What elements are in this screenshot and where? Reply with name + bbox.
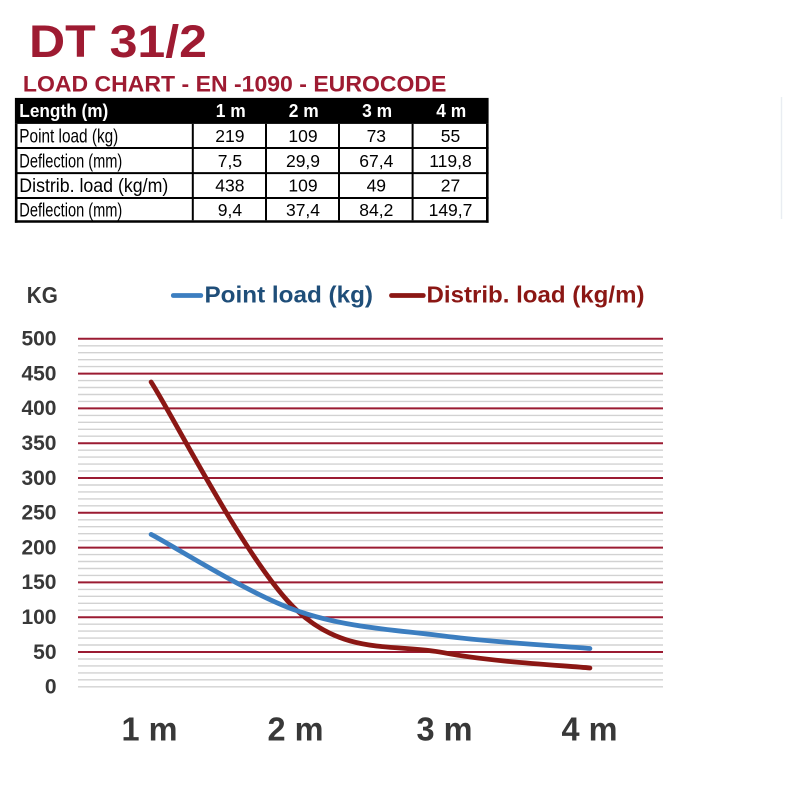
svg-text:200: 200: [21, 536, 56, 559]
svg-text:100: 100: [21, 606, 56, 629]
svg-text:109: 109: [288, 176, 317, 196]
svg-text:Deflection (mm): Deflection (mm): [19, 200, 122, 222]
svg-text:27: 27: [441, 176, 460, 196]
svg-text:7,5: 7,5: [218, 151, 242, 171]
svg-text:0: 0: [45, 676, 57, 699]
svg-text:LOAD CHART - EN -1090 - EUROCO: LOAD CHART - EN -1090 - EUROCODE: [23, 72, 447, 97]
svg-text:219: 219: [215, 126, 244, 146]
svg-text:Length (m): Length (m): [19, 101, 108, 121]
svg-text:29,9: 29,9: [286, 151, 320, 171]
svg-text:Distrib. load (kg/m): Distrib. load (kg/m): [427, 282, 645, 308]
svg-text:50: 50: [33, 641, 56, 664]
svg-text:KG: KG: [27, 282, 58, 308]
svg-text:450: 450: [21, 362, 56, 385]
svg-text:Point load (kg): Point load (kg): [19, 126, 118, 148]
svg-text:250: 250: [21, 502, 56, 525]
svg-text:149,7: 149,7: [429, 200, 473, 220]
svg-text:1 m: 1 m: [122, 711, 178, 748]
svg-text:4 m: 4 m: [562, 711, 618, 748]
svg-text:350: 350: [21, 432, 56, 455]
svg-text:Distrib. load (kg/m): Distrib. load (kg/m): [19, 175, 168, 197]
svg-text:2 m: 2 m: [289, 101, 319, 121]
svg-text:4 m: 4 m: [436, 101, 466, 121]
svg-text:300: 300: [21, 467, 56, 490]
svg-text:9,4: 9,4: [218, 200, 243, 220]
svg-text:119,8: 119,8: [429, 151, 472, 171]
svg-text:67,4: 67,4: [359, 151, 393, 171]
svg-text:150: 150: [21, 571, 56, 594]
svg-text:3 m: 3 m: [362, 101, 392, 121]
svg-text:Point load (kg): Point load (kg): [205, 282, 374, 308]
svg-text:49: 49: [367, 176, 386, 196]
svg-text:DT 31/2: DT 31/2: [29, 16, 207, 67]
svg-text:37,4: 37,4: [286, 200, 320, 220]
svg-text:500: 500: [21, 328, 56, 351]
svg-text:1 m: 1 m: [216, 101, 246, 121]
svg-text:55: 55: [441, 126, 460, 146]
svg-text:2 m: 2 m: [268, 711, 324, 748]
svg-text:Deflection (mm): Deflection (mm): [19, 150, 122, 172]
svg-text:73: 73: [367, 126, 386, 146]
svg-text:3 m: 3 m: [417, 711, 473, 748]
svg-text:400: 400: [21, 397, 56, 420]
svg-text:84,2: 84,2: [359, 200, 393, 220]
svg-text:438: 438: [215, 176, 244, 196]
svg-text:109: 109: [288, 126, 317, 146]
